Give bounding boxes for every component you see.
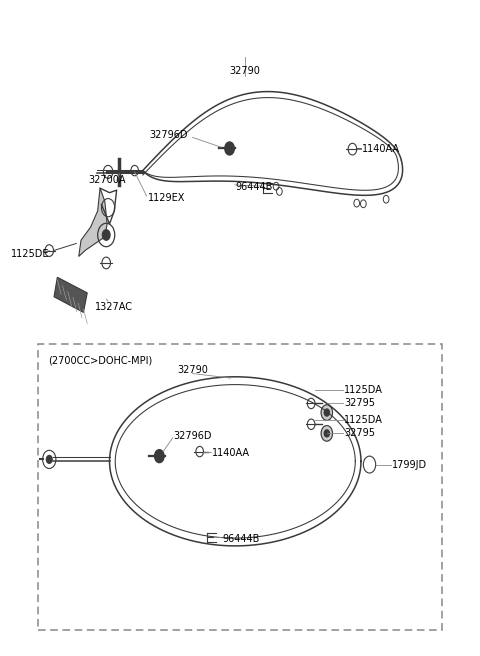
Text: 1140AA: 1140AA	[362, 144, 400, 154]
Text: 32795: 32795	[344, 398, 375, 408]
Text: 1125DA: 1125DA	[344, 415, 383, 425]
Text: (2700CC>DOHC-MPI): (2700CC>DOHC-MPI)	[48, 356, 152, 365]
Text: 32790: 32790	[229, 66, 260, 76]
Circle shape	[324, 409, 329, 416]
Circle shape	[321, 426, 333, 441]
Text: 32700A: 32700A	[88, 175, 126, 186]
Polygon shape	[54, 277, 87, 312]
Circle shape	[43, 450, 56, 468]
Text: 32796D: 32796D	[174, 431, 212, 441]
Circle shape	[102, 230, 110, 240]
Circle shape	[324, 430, 329, 437]
Circle shape	[321, 405, 333, 420]
Text: 32790: 32790	[177, 365, 208, 375]
Text: 32796D: 32796D	[149, 131, 188, 140]
Text: 32795: 32795	[344, 428, 375, 438]
Text: 1129EX: 1129EX	[147, 193, 185, 203]
Circle shape	[155, 449, 164, 462]
Text: 96444B: 96444B	[235, 182, 273, 192]
Text: 1140AA: 1140AA	[212, 448, 250, 458]
Text: 1327AC: 1327AC	[96, 302, 133, 312]
Circle shape	[47, 455, 52, 463]
Text: 1125DA: 1125DA	[344, 385, 383, 395]
Text: 1799JD: 1799JD	[392, 460, 427, 470]
Circle shape	[225, 142, 234, 155]
Circle shape	[363, 456, 376, 473]
Text: 1125DE: 1125DE	[12, 249, 50, 259]
Polygon shape	[79, 188, 107, 256]
Text: 96444B: 96444B	[222, 535, 259, 544]
